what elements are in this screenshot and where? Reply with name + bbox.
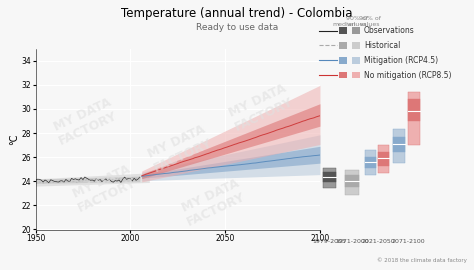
Text: 2021-2050: 2021-2050 (362, 239, 395, 244)
Text: MY DATA
FACTORY: MY DATA FACTORY (70, 163, 139, 215)
Text: MY DATA
FACTORY: MY DATA FACTORY (146, 123, 215, 174)
Text: Historical: Historical (364, 41, 401, 50)
Text: 2071-2100: 2071-2100 (392, 239, 425, 244)
Text: Observations: Observations (364, 26, 415, 35)
Text: Temperature (annual trend) - Colombia: Temperature (annual trend) - Colombia (121, 7, 353, 20)
Text: MY DATA
FACTORY: MY DATA FACTORY (226, 82, 295, 134)
Text: No mitigation (RCP8.5): No mitigation (RCP8.5) (364, 70, 452, 80)
Y-axis label: °C: °C (9, 133, 19, 145)
Text: 1979-2005: 1979-2005 (312, 239, 346, 244)
Text: 1971-2000: 1971-2000 (335, 239, 368, 244)
Text: © 2018 the climate data factory: © 2018 the climate data factory (377, 258, 467, 263)
Text: Ready to use data: Ready to use data (196, 23, 278, 32)
Text: 90% of
values: 90% of values (346, 16, 368, 27)
Text: MY DATA
FACTORY: MY DATA FACTORY (179, 177, 248, 228)
Text: median: median (333, 22, 356, 27)
Text: 90% of
values: 90% of values (359, 16, 381, 27)
Text: MY DATA
FACTORY: MY DATA FACTORY (51, 96, 120, 147)
Text: Mitigation (RCP4.5): Mitigation (RCP4.5) (364, 56, 438, 65)
